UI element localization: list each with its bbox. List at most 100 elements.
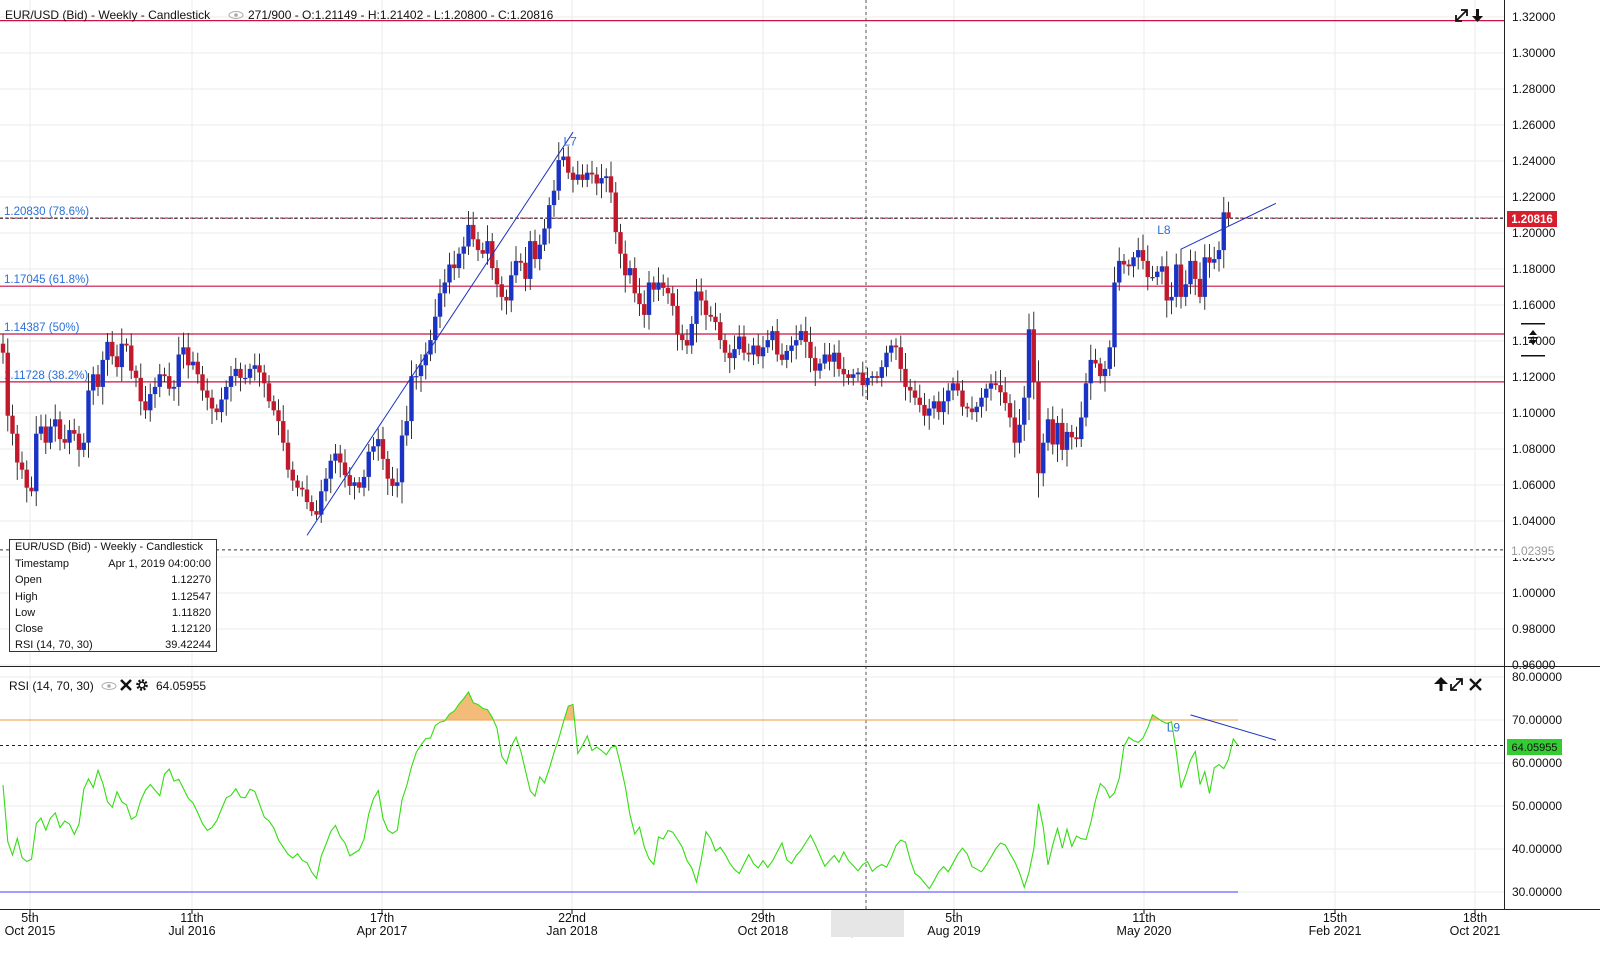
gear-icon[interactable] (136, 679, 148, 691)
candle-body[interactable] (822, 354, 827, 364)
candle-body[interactable] (751, 345, 756, 355)
candle-body[interactable] (912, 390, 918, 398)
candle-body[interactable] (547, 205, 552, 229)
candle-body[interactable] (295, 480, 300, 488)
candle-body[interactable] (661, 282, 666, 288)
candle-body[interactable] (133, 370, 139, 378)
candle-body[interactable] (404, 421, 409, 436)
candle-body[interactable] (836, 352, 842, 369)
candle-body[interactable] (737, 336, 742, 350)
candle-body[interactable] (851, 374, 856, 378)
candle-body[interactable] (162, 374, 167, 377)
candle-body[interactable] (870, 376, 875, 378)
candle-body[interactable] (537, 244, 542, 260)
candle-body[interactable] (941, 401, 946, 413)
candle-body[interactable] (361, 476, 367, 488)
rsi-trendline[interactable] (1190, 714, 1277, 741)
candle-body[interactable] (988, 383, 994, 389)
candle-body[interactable] (746, 352, 751, 355)
candle-body[interactable] (390, 478, 395, 486)
candle-body[interactable] (300, 487, 305, 490)
candle-body[interactable] (418, 365, 424, 377)
close-icon[interactable] (1469, 678, 1482, 691)
candle-body[interactable] (551, 190, 557, 206)
candle-body[interactable] (984, 388, 989, 398)
candle-body[interactable] (893, 345, 899, 348)
candle-body[interactable] (1074, 437, 1079, 440)
candle-body[interactable] (167, 376, 172, 389)
candle-body[interactable] (485, 241, 490, 254)
candle-body[interactable] (238, 368, 243, 378)
candle-body[interactable] (694, 291, 699, 324)
candle-body[interactable] (1202, 257, 1207, 297)
candle-body[interactable] (190, 361, 196, 366)
candle-body[interactable] (513, 260, 519, 276)
candle-body[interactable] (157, 374, 162, 387)
candle-body[interactable] (637, 293, 642, 305)
candle-body[interactable] (480, 250, 485, 254)
expand-icon[interactable] (1455, 9, 1468, 22)
candle-body[interactable] (1164, 266, 1169, 301)
candle-body[interactable] (456, 253, 462, 269)
candle-body[interactable] (1055, 422, 1060, 445)
eye-icon[interactable] (101, 682, 117, 690)
candle-body[interactable] (979, 397, 984, 407)
expand-icon[interactable] (1450, 678, 1463, 691)
candle-body[interactable] (1098, 363, 1103, 377)
candle-body[interactable] (1017, 424, 1022, 443)
candle-body[interactable] (1216, 250, 1222, 260)
candle-body[interactable] (779, 354, 785, 360)
candle-body[interactable] (608, 176, 614, 193)
candle-body[interactable] (585, 172, 590, 180)
candle-body[interactable] (119, 343, 124, 368)
candle-body[interactable] (195, 361, 200, 375)
candle-body[interactable] (1183, 284, 1188, 297)
candle-body[interactable] (874, 376, 880, 378)
candle-body[interactable] (656, 282, 661, 290)
candle-body[interactable] (518, 260, 523, 263)
candle-body[interactable] (276, 410, 281, 422)
candle-body[interactable] (1155, 271, 1160, 278)
candle-body[interactable] (252, 365, 257, 369)
candle-body[interactable] (1064, 431, 1070, 450)
candle-body[interactable] (1003, 392, 1008, 404)
candle-body[interactable] (879, 367, 884, 378)
candle-body[interactable] (1050, 419, 1055, 445)
candle-body[interactable] (599, 178, 604, 184)
candle-body[interactable] (680, 334, 685, 341)
candle-body[interactable] (224, 386, 229, 400)
candle-body[interactable] (675, 305, 680, 335)
candle-body[interactable] (713, 316, 718, 323)
candle-body[interactable] (319, 491, 324, 515)
candle-body[interactable] (1121, 260, 1127, 265)
candle-body[interactable] (627, 268, 633, 276)
candle-body[interactable] (803, 331, 808, 342)
candle-body[interactable] (15, 433, 20, 463)
candle-body[interactable] (865, 377, 870, 386)
candle-body[interactable] (922, 404, 927, 416)
candle-body[interactable] (794, 340, 799, 346)
candle-body[interactable] (1107, 347, 1112, 369)
candle-body[interactable] (423, 354, 428, 366)
candle-body[interactable] (62, 439, 67, 443)
candle-body[interactable] (1140, 250, 1146, 261)
trendline[interactable] (306, 131, 574, 536)
candle-body[interactable] (29, 487, 34, 492)
candle-body[interactable] (114, 356, 120, 368)
candle-body[interactable] (594, 174, 599, 184)
candle-body[interactable] (233, 368, 238, 377)
candle-body[interactable] (214, 408, 219, 413)
candle-body[interactable] (186, 347, 191, 366)
candle-body[interactable] (266, 383, 272, 402)
candle-body[interactable] (542, 228, 547, 245)
candle-body[interactable] (1221, 212, 1226, 251)
candle-body[interactable] (618, 232, 623, 254)
candle-body[interactable] (613, 192, 618, 233)
candle-body[interactable] (950, 383, 956, 391)
candle-body[interactable] (395, 482, 400, 486)
candle-body[interactable] (76, 433, 82, 450)
eye-icon[interactable] (228, 11, 244, 19)
candle-body[interactable] (91, 374, 96, 391)
candle-body[interactable] (760, 347, 766, 357)
